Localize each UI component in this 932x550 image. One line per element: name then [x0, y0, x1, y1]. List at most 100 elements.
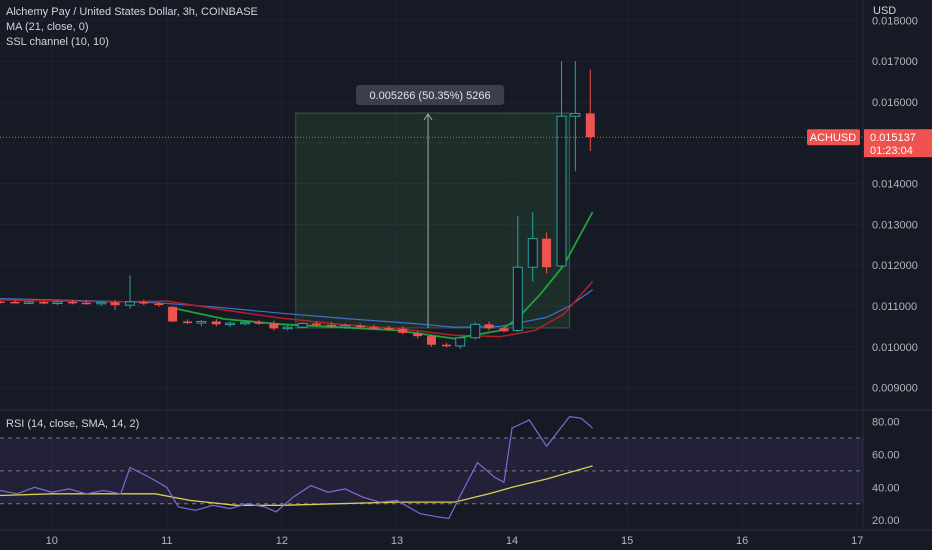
measure-tool[interactable]: 0.005266 (50.35%) 5266 [295, 85, 571, 329]
candle [67, 299, 77, 305]
candle [23, 300, 34, 305]
candle-body [512, 266, 523, 331]
candle-body [125, 301, 136, 306]
candle-body [542, 238, 552, 268]
candle [196, 320, 207, 327]
candle-body [10, 301, 20, 304]
candle [527, 212, 538, 282]
candle [211, 319, 221, 327]
time-axis[interactable]: 10 11 12 13 14 15 16 17 [46, 535, 864, 547]
candle-body [196, 320, 207, 324]
ssl-indicator-label[interactable]: SSL channel (10, 10) [6, 36, 109, 48]
measure-label: 0.005266 (50.35%) 5266 [369, 90, 490, 102]
ma-indicator-label[interactable]: MA (21, close, 0) [6, 21, 89, 33]
candle [499, 326, 509, 333]
candle-body [67, 301, 77, 304]
candle-body [384, 328, 394, 330]
candle-body [398, 328, 408, 333]
candle [154, 301, 164, 307]
candle-body [369, 327, 379, 329]
candle [225, 321, 236, 328]
last-price-value: 0.015137 [870, 132, 916, 144]
price-tick-label: 0.009000 [872, 383, 918, 395]
candle [369, 324, 379, 330]
candle-body [556, 115, 567, 267]
candle [254, 319, 264, 325]
candle [168, 305, 178, 323]
time-tick-label: 11 [161, 535, 172, 547]
price-tick-label: 0.011000 [872, 301, 917, 313]
candle-body [96, 301, 107, 305]
candle [326, 322, 336, 328]
symbol-badge-bg [807, 129, 860, 146]
candle-body [455, 337, 466, 347]
candle [585, 69, 595, 151]
rsi-indicator-label[interactable]: RSI (14, close, SMA, 14, 2) [6, 418, 140, 430]
candle [512, 216, 523, 333]
candle [110, 299, 120, 311]
candle-body [139, 301, 149, 304]
last-price-badge-bg [864, 129, 932, 158]
rsi-sma-line [0, 465, 593, 506]
candle-body [183, 321, 193, 324]
candle-body [570, 112, 581, 117]
price-tick-label: 0.012000 [872, 260, 918, 272]
rsi-tick-label: 60.00 [872, 449, 900, 461]
candle-body [484, 324, 494, 329]
measure-area [295, 112, 571, 329]
candle [470, 322, 481, 340]
candle-body [211, 321, 221, 325]
candle [355, 323, 365, 329]
price-axis[interactable]: 0.0180000.0170000.0160000.0150000.014000… [872, 15, 918, 527]
symbol-title[interactable]: Alchemy Pay / United States Dollar, 3h, … [6, 6, 258, 18]
candle [427, 334, 436, 347]
measure-label-box [356, 85, 505, 106]
candle-body [297, 323, 308, 328]
candle [0, 299, 5, 304]
candle-body [269, 323, 279, 329]
candle [413, 330, 423, 339]
candle [10, 300, 20, 304]
candle-body [52, 301, 63, 305]
candle-body [168, 306, 178, 322]
rsi-tick-label: 40.00 [872, 482, 900, 494]
candle-body [23, 301, 34, 304]
grid-lines [0, 0, 932, 531]
rsi-pane [0, 415, 863, 520]
candle [311, 321, 321, 327]
measure-arrow-head [423, 113, 433, 121]
price-tick-label: 0.018000 [872, 15, 918, 27]
candle [39, 301, 49, 305]
candle [297, 322, 308, 329]
time-tick-label: 14 [506, 535, 518, 547]
candle [340, 323, 351, 329]
candle-body [326, 324, 336, 327]
time-tick-label: 10 [46, 535, 58, 547]
candle [570, 61, 581, 172]
rsi-line [0, 415, 593, 520]
ssl-upper-line [0, 281, 594, 338]
candle-body [110, 302, 120, 306]
candle [81, 300, 91, 305]
time-tick-label: 13 [391, 535, 403, 547]
currency-label: USD [873, 5, 897, 17]
time-tick-label: 15 [621, 535, 633, 547]
price-tick-label: 0.013000 [872, 219, 918, 231]
candle-body [81, 302, 91, 305]
candle-body [585, 113, 595, 138]
rsi-tick-label: 20.00 [872, 515, 900, 527]
candle-body [355, 325, 365, 328]
price-tick-label: 0.010000 [872, 342, 918, 354]
candle-body [340, 325, 351, 328]
candle-body [413, 332, 423, 337]
candle [52, 300, 63, 306]
candle [282, 325, 293, 331]
candle [240, 320, 251, 326]
candle-body [470, 323, 481, 339]
rsi-band-fill [0, 437, 863, 504]
candle [441, 342, 451, 348]
candle-body [499, 328, 509, 332]
candle [455, 336, 466, 349]
bar-countdown: 01:23:04 [870, 145, 913, 157]
